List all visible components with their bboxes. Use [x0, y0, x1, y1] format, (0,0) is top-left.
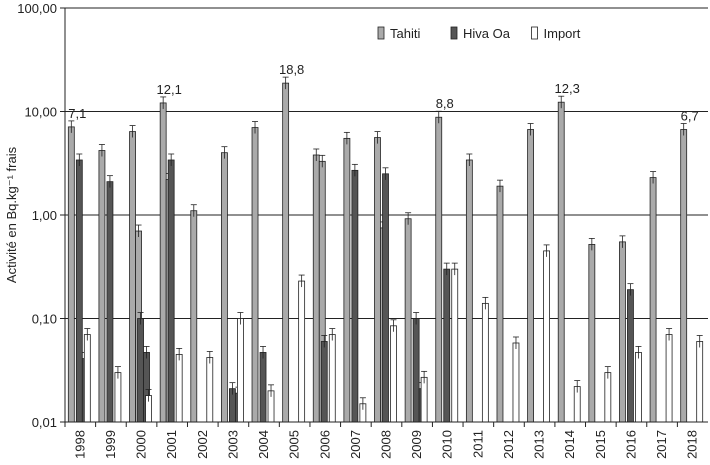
x-tick-label: 2014 [562, 430, 577, 459]
x-tick-label: 2015 [593, 430, 608, 459]
bar-hiva-oa-2000 [137, 318, 144, 423]
bar-import-2018 [696, 341, 704, 423]
bar-tahiti-2011 [465, 159, 473, 423]
bar-tahiti-2008 [374, 137, 381, 423]
x-tick-label: 2002 [195, 430, 210, 459]
x-tick-label: 2010 [440, 430, 455, 459]
peak-label-2018: 6,7 [681, 109, 699, 124]
peak-label-2001: 12,1 [157, 82, 182, 97]
bar-import-2009 [420, 376, 428, 423]
bar-import-2015 [604, 372, 612, 423]
bar-import-2006 [328, 334, 336, 423]
x-tick-label: 2003 [225, 430, 240, 459]
bar-import-2016 [635, 352, 642, 423]
peak-annotations: 7,1 12,1 18,8 8,8 12,3 6,7 [68, 62, 698, 123]
bar-import-2012 [512, 342, 520, 423]
bar-tahiti-2007 [343, 137, 351, 423]
y-tick-labels: 0,01 0,10 1,00 10,00 100,00 [17, 1, 57, 430]
bar-tahiti-2017 [649, 177, 657, 423]
x-tick-label: 2012 [501, 430, 516, 459]
x-tick-label: 2018 [685, 430, 700, 459]
bar-tahiti-2015 [588, 243, 596, 423]
legend-swatch-hiva-oa [450, 26, 458, 40]
x-tick-labels: 1998 1999 2000 2001 2002 2003 2004 2005 2006 2007… [72, 430, 699, 459]
x-tick-label: 1998 [72, 430, 87, 459]
x-tick-label: 2007 [348, 430, 363, 459]
bar-import-2002 [206, 357, 214, 423]
peak-label-2005: 18,8 [279, 62, 304, 77]
y-tick-label: 0,01 [32, 415, 57, 430]
legend-swatch-tahiti [377, 26, 385, 40]
legend-label-tahiti: Tahiti [390, 26, 420, 41]
bar-tahiti-2003 [221, 152, 228, 423]
x-tick-label: 2011 [470, 430, 485, 458]
bar-import-2008 [390, 325, 397, 423]
bar-tahiti-2006 [312, 154, 320, 423]
peak-label-1998: 7,1 [68, 106, 86, 121]
bar-tahiti-2018 [680, 129, 688, 423]
bars [67, 76, 704, 423]
bar-tahiti-2016 [619, 241, 626, 423]
bar-hiva-oa-2010 [443, 268, 451, 423]
bar-hiva-oa-2006 [320, 341, 328, 423]
bar-hiva-oa-2008 [382, 173, 389, 423]
y-tick-label: 100,00 [17, 1, 57, 16]
bar-tahiti-2004 [251, 127, 259, 423]
bar-tahiti-1999 [98, 150, 106, 423]
bar-tahiti-1998 [67, 126, 75, 423]
bar-import-2011 [481, 302, 489, 423]
bar-hiva-oa-2004 [259, 352, 267, 423]
x-tick-label: 2004 [256, 430, 271, 459]
x-tick-label: 2005 [287, 430, 302, 459]
peak-label-2010: 8,8 [436, 96, 454, 111]
bar-tahiti-2002 [190, 210, 198, 423]
bar-tahiti-2001 [159, 102, 167, 423]
bar-hiva-oa-2007 [351, 169, 359, 423]
bar-tahiti-2014 [557, 101, 565, 423]
bar-tahiti-2000 [129, 131, 136, 423]
legend-label-import: Import [544, 26, 581, 41]
x-tick-label: 1999 [103, 430, 118, 459]
bar-import-2010 [451, 268, 459, 423]
x-tick-label: 2016 [623, 430, 638, 459]
bar-import-2005 [298, 280, 306, 423]
bar-tahiti-2010 [435, 116, 443, 423]
y-tick-label: 0,10 [32, 312, 57, 327]
x-tick-label: 2001 [164, 430, 179, 459]
bar-import-1999 [114, 372, 122, 423]
bar-hiva-oa-1998 [75, 159, 83, 423]
legend-label-hiva-oa: Hiva Oa [463, 26, 511, 41]
bar-hiva-oa-2009 [412, 318, 420, 423]
bar-tahiti-2012 [496, 185, 504, 423]
x-tick-label: 2006 [317, 430, 332, 459]
bar-hiva-oa-2001 [167, 159, 175, 423]
axes [60, 7, 708, 427]
bar-tahiti-2005 [282, 82, 290, 423]
x-tick-label: 2000 [134, 430, 149, 459]
peak-label-2014: 12,3 [555, 81, 580, 96]
bar-import-2017 [665, 334, 673, 423]
y-tick-label: 10,00 [24, 105, 57, 120]
bar-tahiti-2013 [527, 129, 534, 423]
bar-tahiti-2009 [404, 218, 412, 423]
x-tick-label: 2009 [409, 430, 424, 459]
legend: Tahiti Hiva Oa Import [377, 26, 581, 41]
bar-import-2003 [237, 318, 244, 423]
bar-import-2013 [543, 250, 550, 423]
x-tick-label: 2013 [532, 430, 547, 459]
x-tick-label: 2008 [379, 430, 394, 459]
bar-import-2001 [175, 353, 183, 423]
y-axis-label: Activité en Bq.kg⁻¹ frais [4, 146, 19, 283]
y-tick-label: 1,00 [32, 208, 57, 223]
bar-import-1998 [83, 334, 91, 423]
bar-hiva-oa-1999 [106, 181, 114, 423]
legend-swatch-import [531, 26, 538, 40]
x-tick-label: 2017 [654, 430, 669, 459]
bar-hiva-oa-2016 [627, 289, 634, 423]
